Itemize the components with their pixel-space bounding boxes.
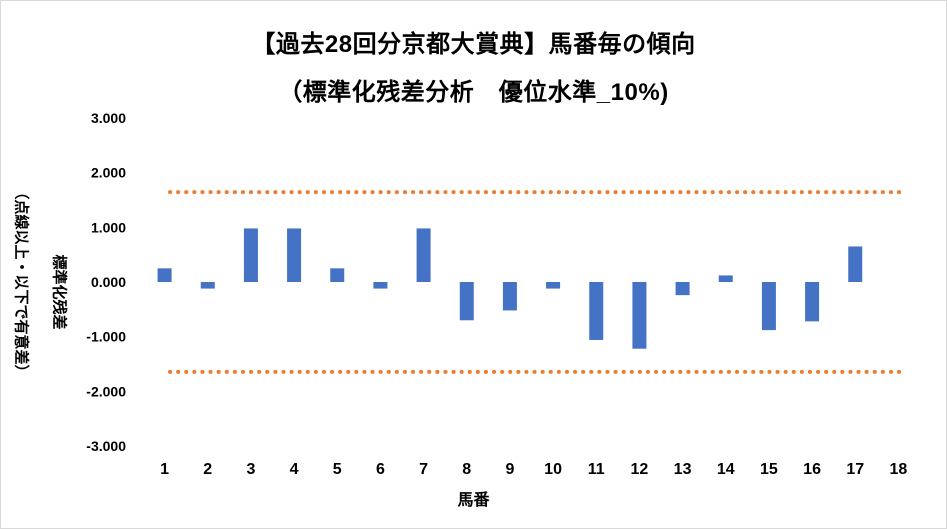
bar-11 (589, 282, 604, 340)
bar-16 (805, 282, 820, 322)
y-tick-label: -1.000 (86, 329, 126, 345)
x-tick-label: 11 (588, 461, 605, 478)
bar-3 (243, 228, 258, 282)
x-tick-labels: 1 2 3 4 5 6 7 8 9 10 11 12 13 14 15 16 17 18 (160, 461, 907, 478)
y-tick-label: -2.000 (86, 383, 126, 399)
y-tick-labels: 3.000 2.000 1.000 0.000 -1.000 -2.000 -3.000 (86, 110, 126, 454)
threshold-lines (168, 190, 902, 374)
x-tick-label: 17 (846, 461, 864, 478)
x-tick-label: 9 (505, 461, 514, 478)
bar-15 (761, 282, 776, 331)
bar-2 (200, 282, 215, 289)
bar-7 (416, 228, 431, 282)
x-tick-label: 1 (160, 461, 169, 478)
x-tick-label: 18 (890, 461, 908, 478)
bars (157, 228, 863, 349)
y-tick-label: -3.000 (86, 438, 126, 454)
bar-10 (546, 282, 561, 289)
bar-12 (632, 282, 647, 349)
x-tick-label: 14 (717, 461, 735, 478)
y-tick-label: 1.000 (91, 219, 126, 235)
x-tick-label: 13 (674, 461, 692, 478)
x-tick-label: 6 (376, 461, 385, 478)
y-tick-label: 3.000 (91, 110, 126, 126)
x-tick-label: 16 (803, 461, 821, 478)
bar-5 (330, 268, 345, 282)
chart-title: 【過去28回分京都大賞典】馬番毎の傾向 (251, 31, 696, 58)
bar-13 (675, 282, 690, 296)
bar-6 (373, 282, 388, 289)
bar-14 (718, 275, 733, 282)
bar-8 (459, 282, 474, 321)
x-tick-label: 4 (290, 461, 299, 478)
x-tick-label: 3 (246, 461, 255, 478)
bar-9 (502, 282, 517, 311)
x-tick-label: 12 (631, 461, 649, 478)
x-tick-label: 2 (203, 461, 212, 478)
x-tick-label: 15 (760, 461, 778, 478)
x-tick-label: 7 (419, 461, 428, 478)
x-tick-label: 8 (462, 461, 471, 478)
x-axis-label: 馬番 (457, 492, 490, 509)
x-tick-label: 5 (333, 461, 342, 478)
y-tick-label: 2.000 (91, 165, 126, 181)
bar-1 (157, 268, 172, 282)
chart-subtitle: （標準化残差分析 優位水準_10%) (278, 79, 669, 106)
bar-17 (848, 246, 863, 282)
y-tick-label: 0.000 (91, 274, 126, 290)
x-tick-label: 10 (544, 461, 562, 478)
bar-4 (287, 228, 302, 282)
